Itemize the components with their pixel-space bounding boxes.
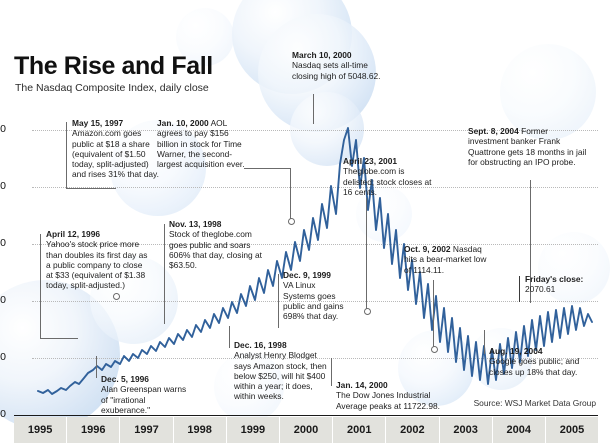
source-note: Source: WSJ Market Data Group [473, 398, 596, 408]
x-tick-1995: 1995 [14, 417, 68, 443]
annotation-date: Dec. 16, 1998 [234, 340, 287, 350]
x-tick-2002: 2002 [386, 417, 440, 443]
y-tick-1000: 1000 [0, 351, 6, 363]
leader-line [484, 330, 485, 354]
leader-line [313, 94, 314, 124]
annotation-march-10-2000: March 10, 2000 Nasdaq sets all-time clos… [292, 50, 388, 81]
callout-dot [431, 346, 438, 353]
x-tick-1999: 1999 [227, 417, 280, 443]
annotation-aug-19-2004: Aug. 19, 2004 Google goes public; and cl… [489, 346, 593, 377]
leader-line [433, 280, 434, 348]
annotation-date: Aug. 19, 2004 [489, 346, 543, 356]
annotation-date: Oct. 9, 2002 [404, 244, 451, 254]
annotation-date: May 15, 1997 [72, 118, 124, 128]
annotation-text: Stock of theglobe.com goes public and so… [169, 229, 262, 271]
callout-dot [364, 308, 371, 315]
leader-line [164, 224, 165, 324]
x-tick-2003: 2003 [440, 417, 493, 443]
leader-line [40, 234, 41, 338]
leader-line [278, 274, 279, 328]
annotation-date: Jan. 10, 2000 [157, 118, 209, 128]
y-tick-2000: 2000 [0, 294, 6, 306]
annotation-date: Dec. 9, 1999 [283, 270, 331, 280]
annotation-text: VA Linux Systems goes public and gains 6… [283, 280, 344, 322]
leader-line [40, 338, 78, 339]
x-tick-2001: 2001 [333, 417, 387, 443]
annotation-dec-16-1998: Dec. 16, 1998 Analyst Henry Blodget says… [234, 340, 330, 402]
annotation-text: Alan Greenspan warns of "irrational exub… [101, 384, 187, 415]
leader-line [244, 168, 290, 169]
annotation-dec-5-1996: Dec. 5, 1996 Alan Greenspan warns of "ir… [101, 374, 193, 415]
x-tick-2000: 2000 [280, 417, 334, 443]
gridline-2000 [32, 301, 598, 302]
leader-line [96, 356, 97, 378]
annotation-sept-8-2004: Sept. 8, 2004 Former investment banker F… [468, 126, 590, 167]
annotation-april-23-2001: April 23, 2001 Theglobe.com is delisted;… [343, 156, 435, 197]
fridays-close-callout: Friday's close: 2070.61 [525, 274, 605, 295]
x-axis-labels: 1995 1996 1997 1998 1999 2000 2001 2002 … [14, 417, 598, 443]
annotation-text: Nasdaq hits a bear-market low of 1114.11… [404, 244, 487, 275]
fridays-close-label: Friday's close: [525, 274, 584, 284]
annotation-text: The Dow Jones Industrial Average peaks a… [336, 390, 440, 411]
annotation-text: AOL agrees to pay $156 billion in stock … [157, 118, 245, 170]
gridline-3000 [32, 244, 598, 245]
annotation-jan-14-2000: Jan. 14, 2000 The Dow Jones Industrial A… [336, 380, 448, 411]
y-tick-0: 0 [0, 408, 6, 420]
annotation-date: April 23, 2001 [343, 156, 398, 166]
nasdaq-index-line [37, 127, 593, 395]
annotation-date: Sept. 8, 2004 [468, 126, 519, 136]
annotation-date: Dec. 5, 1996 [101, 374, 149, 384]
leader-line [530, 180, 531, 303]
leader-line [66, 188, 116, 189]
annotation-text: Former investment banker Frank Quattrone… [468, 126, 587, 167]
annotation-dec-9-1999: Dec. 9, 1999 VA Linux Systems goes publi… [283, 270, 349, 321]
x-tick-2005: 2005 [559, 424, 585, 436]
y-tick-4000: 4000 [0, 180, 6, 192]
page-title: The Rise and Fall [14, 52, 213, 80]
annotation-april-12-1996: April 12, 1996 Yahoo's stock price more … [46, 229, 150, 291]
annotation-text: Amazon.com goes public at $18 a share (e… [72, 128, 159, 180]
y-tick-3000: 3000 [0, 237, 6, 249]
gridline-5000 [32, 130, 598, 131]
annotation-date: Nov. 13, 1998 [169, 219, 222, 229]
annotation-nov-13-1998: Nov. 13, 1998 Stock of theglobe.com goes… [169, 219, 263, 270]
fridays-close-value: 2070.61 [525, 284, 556, 295]
annotation-text: Nasdaq sets all-time closing high of 504… [292, 60, 381, 81]
x-axis-line [14, 415, 598, 416]
annotation-date: Jan. 14, 2000 [336, 380, 388, 390]
leader-line [66, 122, 67, 188]
leader-line [366, 198, 367, 310]
annotation-date: March 10, 2000 [292, 50, 352, 60]
annotation-text: Theglobe.com is delisted; stock closes a… [343, 166, 432, 197]
leader-line [290, 168, 291, 220]
annotation-may-15-1997: May 15, 1997 Amazon.com goes public at $… [72, 118, 160, 180]
gridline-1000 [32, 358, 598, 359]
annotation-date: April 12, 1996 [46, 229, 101, 239]
leader-line [331, 358, 332, 386]
annotation-text: Analyst Henry Blodget says Amazon stock,… [234, 350, 327, 402]
annotation-jan-10-2000: Jan. 10, 2000 AOL agrees to pay $156 bil… [157, 118, 251, 169]
leader-line [229, 326, 230, 348]
annotation-oct-9-2002: Oct. 9, 2002 Nasdaq hits a bear-market l… [404, 244, 494, 275]
x-tick-1997: 1997 [120, 417, 174, 443]
close-rule [519, 276, 520, 302]
annotation-text: Google goes public; and closes up 18% th… [489, 356, 580, 377]
gridline-4000 [32, 187, 598, 188]
page-subtitle: The Nasdaq Composite Index, daily close [15, 82, 209, 94]
x-tick-1996: 1996 [67, 417, 121, 443]
annotation-text: Yahoo's stock price more than doubles it… [46, 239, 148, 291]
callout-dot [113, 293, 120, 300]
x-tick-1998: 1998 [174, 417, 227, 443]
x-tick-2004: 2004 [493, 417, 546, 443]
y-tick-5000: 5000 [0, 123, 6, 135]
callout-dot [288, 218, 295, 225]
